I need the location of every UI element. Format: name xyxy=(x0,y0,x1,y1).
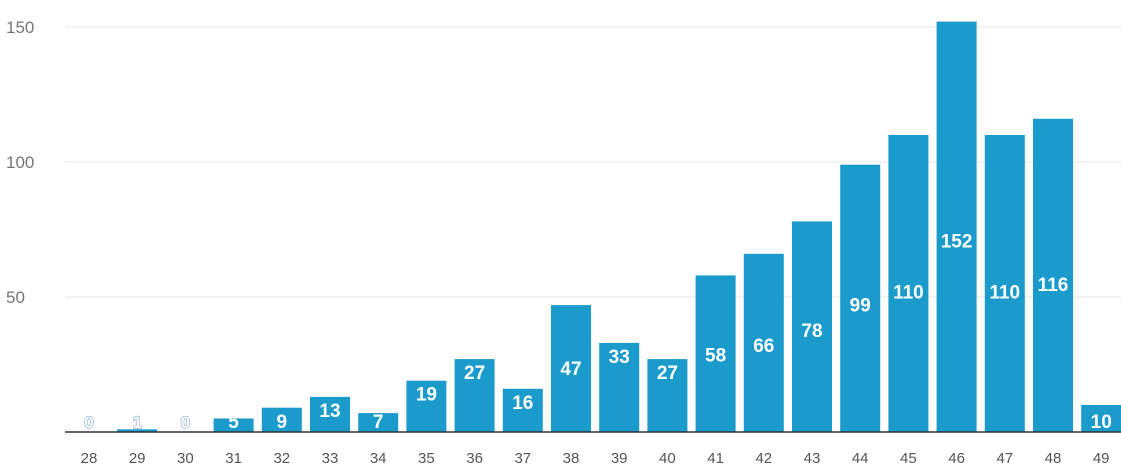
x-tick-label: 47 xyxy=(996,450,1013,466)
bar-49 xyxy=(1081,405,1121,432)
x-tick-label: 41 xyxy=(707,450,724,466)
data-label-34: 7 xyxy=(373,412,384,433)
x-tick-label: 32 xyxy=(273,450,290,466)
data-label-33: 13 xyxy=(319,401,340,422)
x-tick-label: 37 xyxy=(514,450,531,466)
data-label-47: 110 xyxy=(989,282,1020,303)
x-tick-label: 39 xyxy=(611,450,628,466)
data-label-48: 116 xyxy=(1038,275,1069,296)
bar-41 xyxy=(695,275,736,432)
bar-36 xyxy=(454,359,495,432)
x-tick-label: 49 xyxy=(1093,450,1110,466)
bar-33 xyxy=(310,396,350,432)
bar-39 xyxy=(599,342,640,432)
y-tick-label: 150 xyxy=(6,18,34,37)
data-label-38: 47 xyxy=(560,359,581,380)
bar-35 xyxy=(406,380,447,432)
bar-43 xyxy=(792,221,832,432)
data-label-30: 0 xyxy=(181,413,190,432)
data-label-41: 58 xyxy=(705,346,726,367)
x-tick-label: 44 xyxy=(852,450,869,466)
x-tick-label: 33 xyxy=(322,450,339,466)
data-label-43: 78 xyxy=(801,321,822,342)
bar-31 xyxy=(213,418,254,432)
x-tick-label: 30 xyxy=(177,450,194,466)
y-tick-label: 50 xyxy=(6,288,25,307)
x-tick-label: 40 xyxy=(659,450,676,466)
x-tick-label: 34 xyxy=(370,450,387,466)
data-label-39: 33 xyxy=(609,347,630,368)
x-tick-label: 29 xyxy=(129,450,146,466)
data-label-44: 99 xyxy=(850,296,871,317)
bar-40 xyxy=(647,359,688,432)
data-label-36: 27 xyxy=(464,363,485,384)
x-tick-label: 42 xyxy=(755,450,772,466)
data-label-37: 16 xyxy=(512,393,533,414)
bar-46 xyxy=(936,21,977,432)
data-label-28: 0 xyxy=(84,413,93,432)
x-tick-label: 45 xyxy=(900,450,917,466)
y-axis-ticks: 50 100 150 xyxy=(6,18,34,307)
bar-37 xyxy=(502,388,543,432)
data-label-40: 27 xyxy=(657,363,678,384)
x-axis-ticks: 28 29 30 31 32 33 34 35 36 37 38 39 40 41 42 43 44 45 46 47… xyxy=(81,450,1110,466)
bars xyxy=(117,21,1121,433)
data-label-32: 9 xyxy=(277,412,288,433)
data-label-31: 5 xyxy=(228,412,239,433)
x-tick-label: 48 xyxy=(1045,450,1062,466)
bar-34 xyxy=(358,413,399,432)
data-label-49: 10 xyxy=(1091,412,1112,433)
bar-32 xyxy=(261,407,302,432)
bar-44 xyxy=(840,164,881,432)
y-tick-label: 100 xyxy=(6,153,34,172)
data-label-42: 66 xyxy=(753,336,774,357)
data-label-35: 19 xyxy=(416,385,437,406)
bar-45 xyxy=(888,135,929,432)
bar-38 xyxy=(551,305,591,432)
bar-47 xyxy=(984,135,1025,432)
data-label-45: 110 xyxy=(893,282,924,303)
bar-48 xyxy=(1033,118,1073,433)
x-tick-label: 36 xyxy=(466,450,483,466)
x-tick-label: 38 xyxy=(563,450,580,466)
x-tick-label: 46 xyxy=(948,450,965,466)
x-tick-label: 28 xyxy=(81,450,98,466)
x-tick-label: 31 xyxy=(225,450,242,466)
data-label-29: 1 xyxy=(132,413,141,432)
x-tick-label: 35 xyxy=(418,450,435,466)
data-label-46: 152 xyxy=(941,231,973,252)
x-tick-label: 43 xyxy=(804,450,821,466)
bar-29 xyxy=(117,429,158,432)
bar-42 xyxy=(743,253,784,432)
